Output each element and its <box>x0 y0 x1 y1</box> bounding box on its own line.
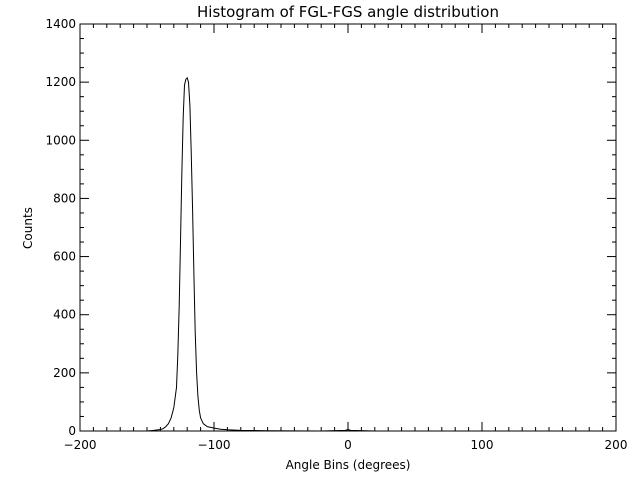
plot-frame <box>79 23 617 432</box>
y-tick-label: 1200 <box>45 75 76 89</box>
y-tick-label: 800 <box>53 191 76 205</box>
y-tick-label: 1000 <box>45 133 76 147</box>
y-tick-label: 400 <box>53 308 76 322</box>
y-tick-label: 0 <box>68 424 76 438</box>
x-tick-label: −100 <box>198 438 231 452</box>
y-axis-label: Counts <box>21 207 35 249</box>
x-tick-label: −200 <box>64 438 97 452</box>
y-tick-label: 200 <box>53 366 76 380</box>
chart-title: Histogram of FGL-FGS angle distribution <box>197 3 499 21</box>
x-tick-label: 200 <box>605 438 628 452</box>
x-tick-label: 100 <box>471 438 494 452</box>
y-tick-label: 600 <box>53 250 76 264</box>
histogram-line <box>80 76 616 432</box>
x-tick-label: 0 <box>344 438 352 452</box>
y-tick-label: 1400 <box>45 17 76 31</box>
x-axis-label: Angle Bins (degrees) <box>286 458 411 472</box>
tick-labels: −200 −100 0 100 200 0 200 400 600 800 1000 1200 1400 <box>45 17 627 452</box>
axis-ticks <box>79 23 617 432</box>
